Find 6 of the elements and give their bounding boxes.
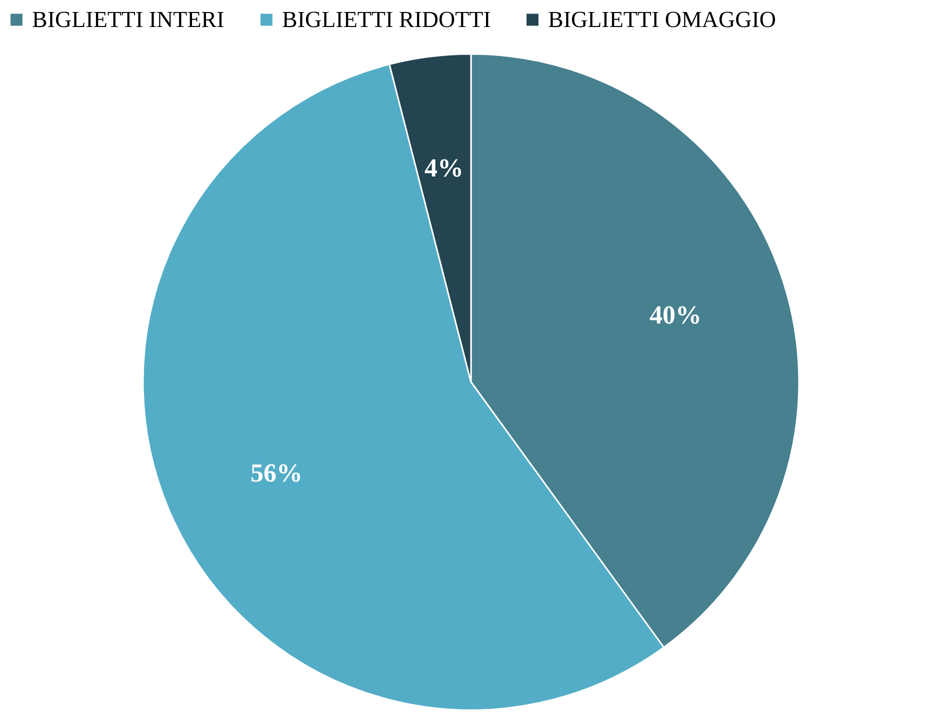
legend-label: BIGLIETTI OMAGGIO	[548, 6, 776, 32]
data-label: 40%	[649, 300, 702, 330]
legend-label: BIGLIETTI RIDOTTI	[282, 6, 491, 32]
legend-label: BIGLIETTI INTERI	[32, 6, 224, 32]
data-label: 4%	[424, 154, 464, 183]
data-label: 56%	[250, 458, 302, 488]
